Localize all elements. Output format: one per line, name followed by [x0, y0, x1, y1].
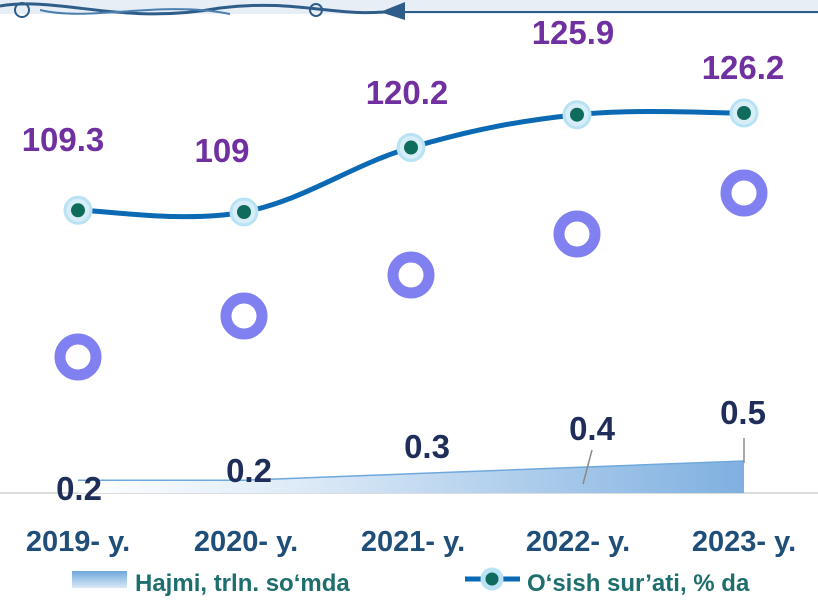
- growth-point: [71, 203, 85, 218]
- volume-value-label: 0.2: [226, 452, 272, 489]
- growth-value-label: 120.2: [366, 74, 449, 111]
- x-tick-label: 2020- y.: [194, 526, 298, 558]
- growth-value-label: 125.9: [532, 14, 615, 51]
- volume-value-label: 0.5: [720, 394, 766, 431]
- growth-value-label: 109: [194, 132, 249, 169]
- volume-value-label: 0.3: [404, 428, 450, 465]
- growth-point: [737, 106, 751, 120]
- x-tick-label: 2023- y.: [692, 526, 796, 558]
- legend-swatch-growth: [465, 567, 520, 591]
- volume-area: [78, 461, 744, 493]
- growth-data-labels: 109.3 109 120.2 125.9 126.2: [22, 14, 785, 169]
- x-tick-label: 2021- y.: [361, 526, 465, 558]
- volume-value-label: 0.2: [56, 470, 102, 507]
- legend: Hajmi, trln. so‘mda O‘sish sur’ati, % da: [72, 567, 750, 597]
- ring-marker: [220, 292, 268, 340]
- growth-point: [404, 140, 418, 155]
- volume-area-series: [78, 438, 745, 493]
- ring-marker: [720, 169, 768, 217]
- growth-line-series: [63, 98, 759, 227]
- legend-label-growth: O‘sish sur’ati, % da: [527, 570, 750, 597]
- ring-marker: [54, 333, 102, 381]
- growth-line: [75, 109, 747, 220]
- volume-area-edge: [78, 460, 745, 481]
- volume-value-label: 0.4: [569, 410, 616, 447]
- top-ornament: [0, 0, 818, 20]
- ring-marker: [553, 210, 601, 258]
- x-tick-label: 2022- y.: [526, 526, 630, 558]
- legend-swatch-volume: [72, 571, 127, 588]
- ring-markers: [54, 169, 768, 381]
- x-tick-label: 2019- y.: [26, 526, 130, 558]
- growth-point: [570, 107, 584, 122]
- growth-value-label: 126.2: [702, 49, 785, 86]
- x-tick-labels: 2019- y. 2020- y. 2021- y. 2022- y. 2023- y.: [26, 526, 796, 558]
- growth-point: [237, 205, 251, 219]
- volume-data-labels: 0.2 0.2 0.3 0.4 0.5: [56, 394, 766, 507]
- ring-marker: [387, 251, 435, 299]
- growth-value-label: 109.3: [22, 121, 105, 158]
- leader-line-2022: [582, 449, 593, 485]
- legend-label-volume: Hajmi, trln. so‘mda: [135, 570, 350, 597]
